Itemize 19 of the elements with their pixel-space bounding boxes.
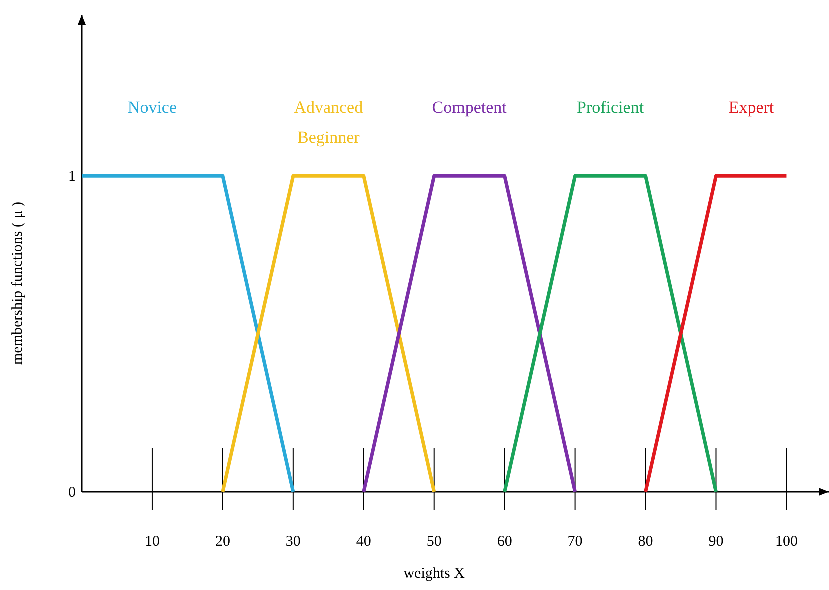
x-tick-label: 30 [286,534,301,550]
y-tick-label: 0 [68,485,76,501]
series-label: Advanced Beginner [294,98,364,148]
x-axis-title: weights X [404,566,466,582]
x-tick-label: 90 [708,534,724,550]
x-tick-label: 60 [497,534,512,550]
x-tick-label: 20 [215,534,230,550]
x-tick-label: 50 [426,534,442,550]
x-tick-label: 100 [775,534,798,550]
text: Competent [432,98,508,118]
text: Novice [128,98,178,118]
y-tick-label: 1 [68,169,76,186]
text: Expert [728,98,774,118]
x-tick-label: 80 [638,534,654,550]
x-tick-label: 40 [356,534,372,550]
text: Proficient [577,98,644,118]
y-axis-title: membership functions ( μ ) [10,202,26,366]
x-tick-label: 10 [144,534,160,550]
x-tick-label: 70 [568,534,583,550]
